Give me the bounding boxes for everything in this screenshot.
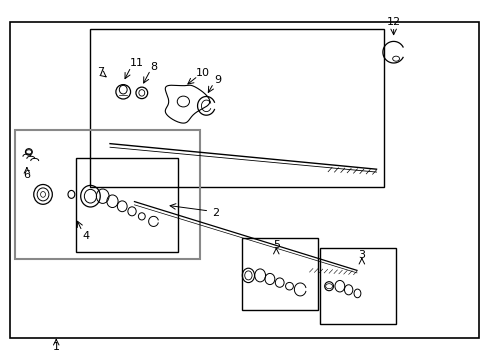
Text: 1: 1 [53,342,60,352]
Text: 3: 3 [358,250,365,260]
Text: 12: 12 [386,17,400,27]
Text: 6: 6 [23,170,30,180]
Text: 7: 7 [97,67,103,77]
Text: 8: 8 [150,62,157,72]
Text: 10: 10 [196,68,209,78]
Bar [90,29,383,187]
Text: 4: 4 [82,231,89,241]
Bar [76,158,178,252]
Text: 9: 9 [214,75,221,85]
Bar [242,238,317,310]
Text: 11: 11 [130,58,143,68]
Bar [15,130,200,259]
Bar [320,248,395,324]
Text: 2: 2 [212,208,219,218]
Text: 5: 5 [272,240,279,250]
Bar [10,22,478,338]
